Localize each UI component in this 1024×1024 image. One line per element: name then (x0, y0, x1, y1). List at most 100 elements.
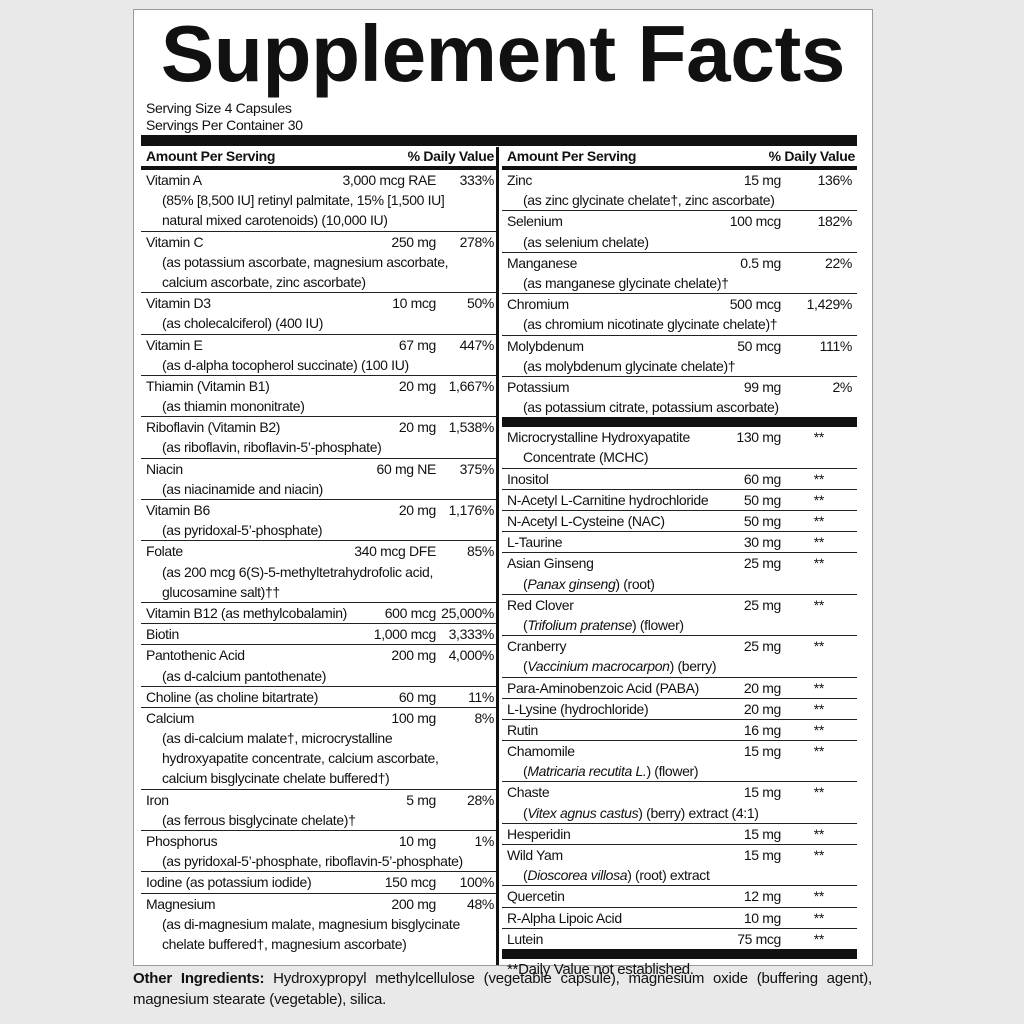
source-text: ( (523, 616, 528, 633)
nutrient-name: Vitamin D3 (146, 295, 211, 312)
nutrient-name: Vitamin B6 (146, 502, 210, 518)
daily-value-percent: ** (813, 784, 825, 801)
source-text: (as cholecalciferol) (400 IU) (162, 315, 324, 332)
row-main-line: Microcrystalline Hydroxyapatite 130 mg ** (502, 427, 857, 447)
nutrient-row: N-Acetyl L-Carnitine hydrochloride 50 mg *… (502, 490, 857, 511)
source-text: (as potassium citrate, potassium ascorba… (523, 399, 779, 416)
nutrient-row: L-Taurine 30 mg ** (502, 532, 857, 554)
nutrient-source-line: (as selenium chelate) (502, 232, 857, 252)
nutrient-amount: 50 mg (743, 513, 782, 529)
nutrient-row: Zinc 15 mg 136% (as zinc glycinate chelate†… (502, 170, 857, 212)
botanical-name: Trifolium pratense (527, 616, 633, 633)
nutrient-name: Rutin (507, 721, 538, 738)
nutrient-amount: 200 mg (391, 647, 436, 664)
daily-value-percent: 48% (467, 895, 494, 912)
source-text: (as di-magnesium malate, magnesium bisgl… (162, 915, 460, 932)
nutrient-row: Riboflavin (Vitamin B2) 20 mg 1,538% (as ri… (141, 417, 496, 459)
daily-value-percent: 50% (467, 295, 494, 312)
nutrient-row: Hesperidin 15 mg ** (502, 824, 857, 845)
nutrient-name: Iodine (as potassium iodide) (146, 874, 312, 891)
nutrient-amount: 60 mg (743, 470, 782, 487)
nutrient-row: Rutin 16 mg ** (502, 720, 857, 742)
source-text: Concentrate (MCHC) (523, 449, 649, 466)
nutrient-row: Cranberry 25 mg ** (Vaccinium macrocarpon) … (502, 636, 857, 678)
nutrient-row: R-Alpha Lipoic Acid 10 mg ** (502, 908, 857, 929)
row-main-line: Lutein 75 mcg ** (502, 929, 857, 949)
nutrient-name: Magnesium (146, 895, 216, 912)
row-main-line: Calcium 100 mg 8% (141, 708, 496, 728)
nutrient-source-line: (as riboflavin, riboflavin-5’-phosphate) (141, 437, 496, 457)
amount-per-serving-header: Amount Per Serving (146, 148, 276, 164)
nutrient-source-line: (85% [8,500 IU] retinyl palmitate, 15% [… (141, 190, 496, 210)
nutrient-source-line: glucosamine salt)†† (141, 582, 496, 602)
nutrient-amount: 15 mg (743, 172, 782, 188)
supplement-facts-panel: Supplement Facts Serving Size 4 Capsules… (133, 9, 873, 978)
nutrient-amount: 500 mcg (729, 296, 782, 313)
column-header: Amount Per Serving % Daily Value (141, 147, 496, 170)
nutrient-name: Hesperidin (507, 825, 571, 842)
nutrient-source-line: (as potassium citrate, potassium ascorba… (502, 397, 857, 417)
nutrient-name: Folate (146, 543, 183, 560)
source-text: ( (523, 575, 528, 592)
nutrient-amount: 20 mg (398, 502, 437, 518)
nutrient-amount: 20 mg (398, 419, 437, 436)
daily-value-percent: ** (813, 429, 825, 446)
daily-value-percent: 1,176% (448, 502, 495, 518)
row-main-line: Chromium 500 mcg 1,429% (502, 294, 857, 314)
source-text: (as pyridoxal-5’-phosphate) (162, 522, 323, 539)
nutrient-row: Iodine (as potassium iodide) 150 mcg 100% (141, 872, 496, 894)
nutrient-amount: 340 mcg DFE (354, 543, 436, 560)
nutrient-row: Chamomile 15 mg ** (Matricaria recutita L.)… (502, 741, 857, 783)
source-text: (as d-calcium pantothenate) (162, 667, 327, 684)
nutrient-amount: 150 mcg (384, 874, 437, 891)
row-main-line: Vitamin D3 10 mcg 50% (141, 293, 496, 313)
daily-value-percent: 2% (832, 378, 852, 395)
nutrient-source-line: (as molybdenum glycinate chelate)† (502, 356, 857, 376)
source-text: ( (523, 804, 528, 821)
nutrient-row: Lutein 75 mcg ** (502, 929, 857, 949)
row-main-line: Inositol 60 mg ** (502, 469, 857, 489)
row-main-line: Vitamin B12 (as methylcobalamin) 600 mcg 2… (141, 603, 496, 623)
nutrient-amount: 130 mg (736, 429, 781, 446)
nutrient-source-line: (Panax ginseng) (root) (502, 574, 857, 594)
nutrient-source-line: (as zinc glycinate chelate†, zinc ascorb… (502, 190, 857, 210)
nutrient-row: Folate 340 mcg DFE 85% (as 200 mcg 6(S)-5-m… (141, 541, 496, 603)
nutrient-name: Asian Ginseng (507, 555, 594, 572)
nutrient-row: Microcrystalline Hydroxyapatite 130 mg ** C… (502, 427, 857, 469)
source-text: ) (flower) (646, 763, 699, 780)
source-text: hydroxyapatite concentrate, calcium asco… (162, 750, 439, 767)
nutrient-amount: 600 mcg (384, 604, 437, 621)
nutrient-name: R-Alpha Lipoic Acid (507, 909, 622, 926)
nutrient-name: Riboflavin (Vitamin B2) (146, 419, 281, 436)
left-nutrient-rows: Vitamin A 3,000 mcg RAE 333% (85% [8,500 IU… (141, 170, 496, 954)
source-text: (as niacinamide and niacin) (162, 480, 323, 497)
nutrient-row: Molybdenum 50 mcg 111% (as molybdenum glyci… (502, 336, 857, 377)
row-main-line: Manganese 0.5 mg 22% (502, 253, 857, 273)
nutrient-row: Chaste 15 mg ** (Vitex agnus castus) (berry… (502, 782, 857, 824)
daily-value-percent: 85% (467, 543, 494, 560)
nutrient-amount: 16 mg (743, 721, 782, 738)
nutrient-amount: 20 mg (743, 679, 782, 696)
nutrient-source-line: (as di-magnesium malate, magnesium bisgl… (141, 914, 496, 934)
nutrient-name: Thiamin (Vitamin B1) (146, 377, 270, 394)
row-main-line: N-Acetyl L-Carnitine hydrochloride 50 mg *… (502, 490, 857, 510)
nutrient-amount: 1,000 mcg (373, 626, 437, 643)
other-ingredient-rows: Microcrystalline Hydroxyapatite 130 mg ** C… (502, 427, 857, 949)
nutrient-amount: 200 mg (391, 895, 436, 912)
nutrient-row: Potassium 99 mg 2% (as potassium citrate, p… (502, 377, 857, 417)
amount-per-serving-header: Amount Per Serving (507, 148, 637, 164)
nutrient-row: Vitamin A 3,000 mcg RAE 333% (85% [8,500 IU… (141, 170, 496, 232)
nutrient-name: Vitamin A (146, 172, 202, 188)
nutrient-row: Choline (as choline bitartrate) 60 mg 11% (141, 687, 496, 708)
row-main-line: L-Lysine (hydrochloride) 20 mg ** (502, 699, 857, 719)
nutrient-name: Zinc (507, 172, 533, 188)
row-main-line: Cranberry 25 mg ** (502, 636, 857, 656)
nutrient-name: Pantothenic Acid (146, 647, 245, 664)
footnote: **Daily Value not established. (507, 960, 694, 978)
daily-value-percent: ** (813, 930, 825, 947)
other-ingredients: Other Ingredients: Hydroxypropyl methylc… (133, 968, 872, 1010)
nutrient-name: Cranberry (507, 638, 567, 655)
daily-value-percent: ** (813, 743, 825, 760)
source-text: ( (523, 658, 528, 675)
source-text: calcium ascorbate, zinc ascorbate) (162, 273, 366, 290)
